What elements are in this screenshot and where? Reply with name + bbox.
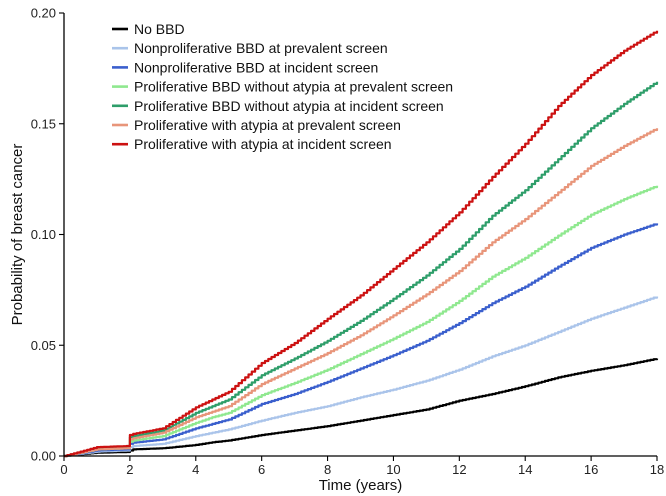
legend: No BBD Nonproliferative BBD at prevalent … (112, 21, 453, 152)
series-lines (64, 30, 659, 458)
legend-label: Proliferative BBD without atypia at prev… (134, 79, 453, 95)
x-tick-label: 12 (452, 462, 466, 477)
legend-label: Nonproliferative BBD at incident screen (134, 59, 378, 75)
y-tick-label: 0.05 (31, 338, 56, 353)
x-axis-title: Time (years) (319, 477, 403, 494)
y-tick-label: 0.15 (31, 116, 56, 131)
legend-label: Proliferative with atypia at incident sc… (134, 136, 392, 152)
x-tick-label: 0 (60, 462, 67, 477)
y-axis-title: Probability of breast cancer (9, 144, 26, 326)
series-line (64, 223, 659, 458)
x-axis-ticks: 0 2 4 6 8 10 12 14 16 18 (60, 456, 664, 477)
legend-label: Proliferative BBD without atypia at inci… (134, 98, 444, 114)
legend-label: Proliferative with atypia at prevalent s… (134, 117, 401, 133)
y-tick-label: 0.00 (31, 449, 56, 464)
series-line (64, 185, 659, 458)
y-tick-label: 0.10 (31, 227, 56, 242)
series-line (64, 128, 659, 458)
series-line (64, 296, 659, 458)
y-axis-ticks: 0.00 0.05 0.10 0.15 0.20 (31, 6, 64, 464)
legend-label: Nonproliferative BBD at prevalent screen (134, 40, 388, 56)
plot-area: 0 2 4 6 8 10 12 14 16 18 0.00 0.05 0.10 0.15 0.20 (31, 6, 665, 478)
x-tick-label: 6 (258, 462, 265, 477)
series-line (64, 358, 659, 458)
x-tick-label: 2 (126, 462, 133, 477)
x-tick-label: 18 (650, 462, 664, 477)
series-line (64, 81, 659, 458)
x-tick-label: 10 (386, 462, 400, 477)
series-line (64, 30, 659, 458)
legend-label: No BBD (134, 21, 185, 37)
x-tick-label: 4 (192, 462, 199, 477)
y-tick-label: 0.20 (31, 6, 56, 21)
x-tick-label: 14 (518, 462, 532, 477)
x-tick-label: 16 (584, 462, 598, 477)
x-tick-label: 8 (324, 462, 331, 477)
